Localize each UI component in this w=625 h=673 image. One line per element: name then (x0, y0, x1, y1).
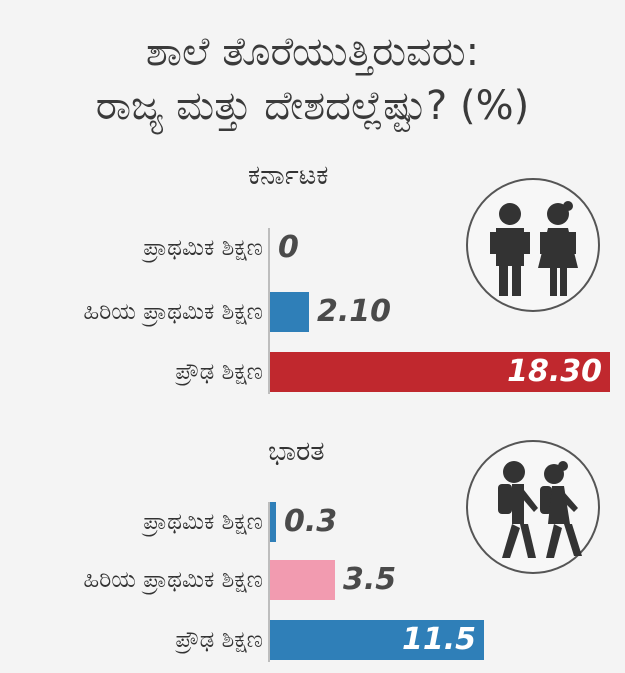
bar (270, 352, 610, 392)
bar (270, 620, 484, 660)
category-label: ಪ್ರಾಥಮಿಕ ಶಿಕ್ಷಣ (143, 509, 263, 535)
data-label: 0.3 (284, 504, 338, 539)
section-title-india: ಭಾರತ (268, 436, 325, 467)
data-label: 3.5 (343, 562, 397, 597)
bar (270, 502, 276, 542)
data-label: 2.10 (317, 294, 392, 329)
students-standing-icon (466, 178, 600, 312)
chart-title-line2: ರಾಜ್ಯ ಮತ್ತು ದೇಶದಲ್ಲೆಷ್ಟು? (%) (95, 83, 530, 129)
data-label: 11.5 (401, 622, 476, 657)
axis-baseline (268, 502, 270, 662)
category-label: ಪ್ರಾಥಮಿಕ ಶಿಕ್ಷಣ (143, 235, 263, 261)
data-label: 0 (278, 230, 299, 265)
section-title-karnataka: ಕರ್ನಾಟಕ (248, 160, 329, 191)
category-label: ಪ್ರೌಢ ಶಿಕ್ಷಣ (175, 627, 263, 653)
bar (270, 292, 309, 332)
students-walking-icon (466, 440, 600, 574)
axis-baseline (268, 228, 270, 394)
category-label: ಪ್ರೌಢ ಶಿಕ್ಷಣ (175, 359, 263, 385)
data-label: 18.30 (507, 354, 602, 389)
bar (270, 560, 335, 600)
chart-title-line1: ಶಾಲೆ ತೊರೆಯುತ್ತಿರುವರು: (145, 29, 480, 75)
category-label: ಹಿರಿಯ ಪ್ರಾಥಮಿಕ ಶಿಕ್ಷಣ (83, 299, 263, 325)
category-label: ಹಿರಿಯ ಪ್ರಾಥಮಿಕ ಶಿಕ್ಷಣ (83, 567, 263, 593)
